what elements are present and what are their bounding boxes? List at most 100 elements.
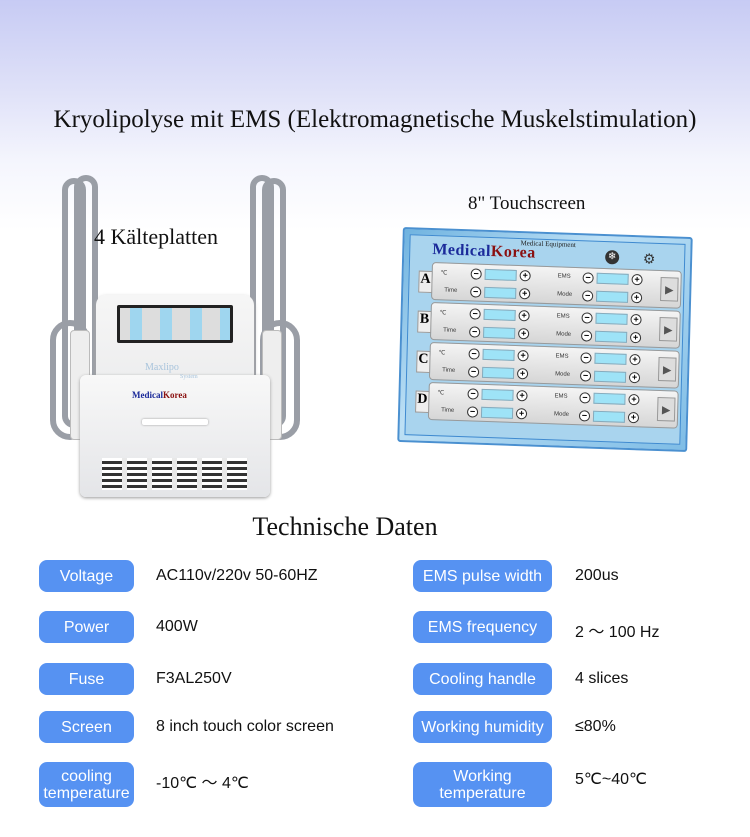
spec-label: Working temperature — [413, 762, 552, 807]
spec-label: Screen — [39, 711, 134, 743]
play-button[interactable]: ▶ — [656, 396, 676, 422]
spec-value: 8 inch touch color screen — [156, 718, 334, 735]
page-title: Kryolipolyse mit EMS (Elektromagnetische… — [53, 106, 697, 133]
minus-button[interactable]: − — [582, 272, 594, 284]
minus-button[interactable]: − — [469, 308, 481, 320]
value-field[interactable] — [596, 290, 629, 303]
minus-button[interactable]: − — [581, 312, 593, 324]
spec-value: 4 slices — [575, 670, 629, 687]
spec-value: 400W — [156, 618, 198, 635]
plus-button[interactable]: + — [631, 273, 643, 286]
spec-label: EMS pulse width — [413, 560, 552, 592]
spec-label: EMS frequency — [413, 611, 552, 643]
channel-letter: B — [417, 310, 432, 334]
spec-label: Fuse — [39, 663, 134, 695]
spec-value: -10℃ ～ 4℃ — [156, 775, 249, 792]
channel-row-d: D ℃ Time EMS Mode − + − + − + − + ▶ — [415, 381, 679, 429]
minus-button[interactable]: − — [470, 286, 482, 298]
spec-value: 200us — [575, 567, 619, 584]
minus-button[interactable]: − — [580, 352, 592, 364]
value-field[interactable] — [481, 388, 514, 401]
section-title: Technische Daten — [252, 512, 438, 541]
vent-grille — [102, 458, 248, 490]
channel-row-a: A ℃ Time EMS Mode − + − + − + − + ▶ — [418, 262, 682, 309]
minus-button[interactable]: − — [579, 392, 591, 404]
plus-button[interactable]: + — [627, 411, 640, 424]
time-label: Time — [441, 407, 455, 414]
plus-button[interactable]: + — [629, 353, 641, 366]
value-field[interactable] — [481, 366, 515, 379]
touchscreen-panel: Medical Equipment MedicalKorea ❄ ⚙ A ℃ Tim… — [397, 226, 693, 453]
spec-value: 2 ～ 100 Hz — [575, 624, 660, 641]
value-field[interactable] — [483, 326, 516, 339]
value-field[interactable] — [593, 370, 627, 383]
spec-value: 5℃~40℃ — [575, 771, 647, 788]
minus-button[interactable]: − — [467, 366, 480, 378]
value-field[interactable] — [596, 272, 629, 285]
plus-button[interactable]: + — [519, 288, 531, 300]
value-field[interactable] — [594, 330, 628, 343]
right-caption: 8" Touchscreen — [468, 193, 586, 214]
mode-label: Mode — [555, 371, 571, 378]
plus-button[interactable]: + — [628, 371, 641, 384]
minus-button[interactable]: − — [469, 326, 481, 338]
spec-label: Cooling handle — [413, 663, 552, 695]
temp-label: ℃ — [439, 310, 447, 317]
brand-logo: MedicalKorea — [132, 390, 187, 400]
plus-button[interactable]: + — [518, 328, 530, 340]
minus-button[interactable]: − — [467, 388, 479, 400]
value-field[interactable] — [483, 308, 516, 321]
plus-button[interactable]: + — [628, 393, 640, 406]
mode-label: Mode — [553, 411, 570, 418]
channel-letter: A — [418, 270, 433, 294]
minus-button[interactable]: − — [582, 290, 594, 302]
minus-button[interactable]: − — [580, 330, 593, 342]
mode-label: Mode — [556, 331, 572, 338]
value-field[interactable] — [482, 348, 515, 361]
snowflake-icon[interactable]: ❄ — [604, 250, 620, 265]
brand-logo: MedicalKorea — [432, 241, 536, 262]
value-field[interactable] — [593, 392, 626, 405]
value-field[interactable] — [480, 406, 514, 419]
play-button[interactable]: ▶ — [659, 316, 678, 342]
temp-label: ℃ — [438, 350, 446, 357]
minus-button[interactable]: − — [578, 410, 591, 422]
ems-label: EMS — [554, 393, 568, 400]
value-field[interactable] — [484, 268, 517, 281]
value-field[interactable] — [484, 286, 517, 299]
time-label: Time — [442, 367, 456, 374]
plus-button[interactable]: + — [518, 310, 530, 322]
value-field[interactable] — [592, 410, 626, 423]
plus-button[interactable]: + — [515, 408, 528, 420]
temp-label: ℃ — [440, 270, 448, 277]
plus-button[interactable]: + — [519, 270, 531, 282]
spec-label: Power — [39, 611, 134, 643]
ems-label: EMS — [556, 313, 570, 320]
plus-button[interactable]: + — [517, 350, 529, 362]
plus-button[interactable]: + — [630, 291, 643, 304]
spec-label: Working humidity — [413, 711, 552, 743]
play-button[interactable]: ▶ — [657, 356, 677, 382]
minus-button[interactable]: − — [470, 268, 482, 280]
device-screen — [117, 305, 233, 343]
minus-button[interactable]: − — [468, 348, 480, 360]
plus-button[interactable]: + — [516, 368, 529, 380]
channel-row-b: B ℃ Time EMS Mode − + − + − + − + ▶ — [417, 301, 681, 349]
play-button[interactable]: ▶ — [660, 277, 679, 302]
plus-button[interactable]: + — [516, 390, 528, 402]
device-model-sub: System — [180, 374, 198, 380]
spec-label: Voltage — [39, 560, 134, 592]
device-model: Maxlipo — [145, 362, 179, 373]
plus-button[interactable]: + — [630, 313, 642, 326]
gear-icon[interactable]: ⚙ — [642, 250, 656, 267]
plus-button[interactable]: + — [629, 331, 642, 344]
mode-label: Mode — [557, 291, 573, 298]
ems-label: EMS — [555, 353, 569, 360]
channel-letter: D — [415, 390, 430, 413]
spec-label: cooling temperature — [39, 762, 134, 807]
minus-button[interactable]: − — [466, 406, 479, 418]
minus-button[interactable]: − — [579, 370, 592, 382]
value-field[interactable] — [594, 352, 627, 365]
value-field[interactable] — [595, 312, 628, 325]
temp-label: ℃ — [437, 390, 445, 397]
